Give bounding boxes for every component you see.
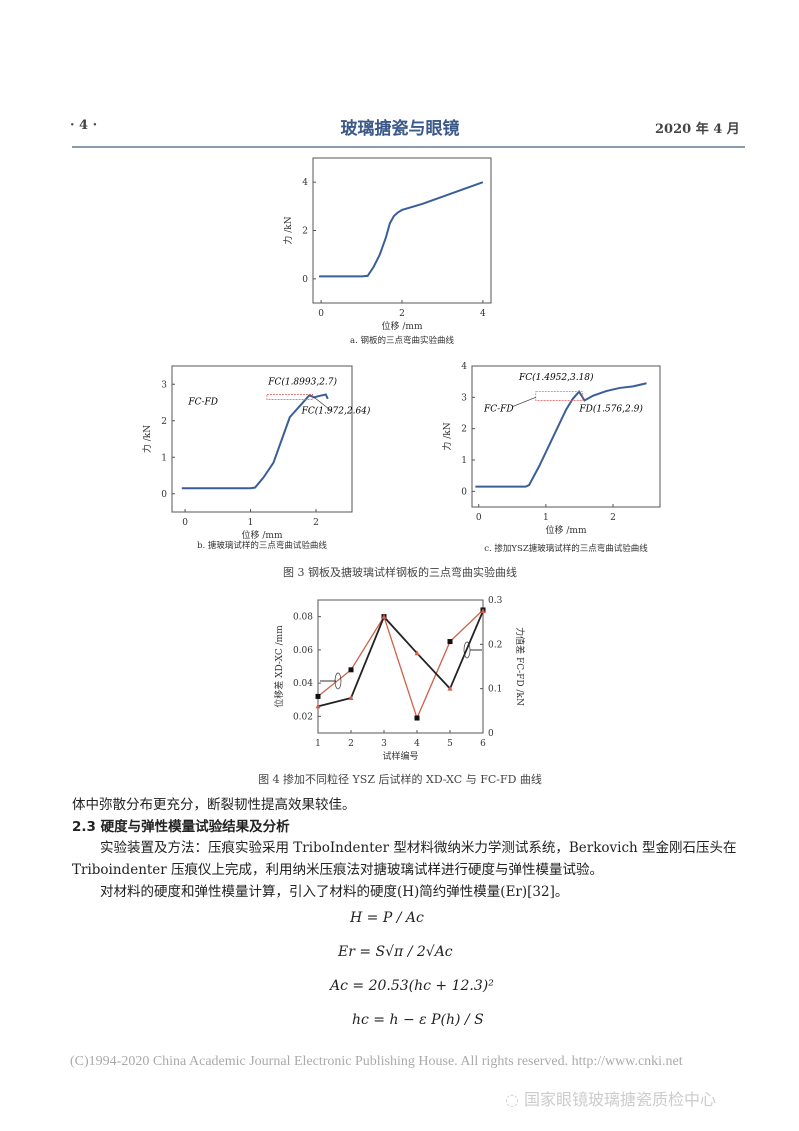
x-tick-label: 2 bbox=[313, 518, 319, 528]
plot-frame bbox=[171, 365, 353, 513]
subfigure-caption: a. 钢板的三点弯曲实验曲线 bbox=[350, 335, 454, 346]
page-number: · 4 · bbox=[70, 118, 98, 133]
wechat-icon: ◌ bbox=[505, 1090, 525, 1109]
x-tick-label: 0 bbox=[318, 309, 324, 319]
y-tick-label: 4 bbox=[461, 362, 467, 372]
data-point-marker bbox=[447, 685, 453, 691]
x-tick-label: 0 bbox=[476, 513, 482, 523]
y-tick-label: 4 bbox=[302, 178, 308, 188]
y-tick-label: 0.02 bbox=[293, 712, 313, 722]
data-point-marker bbox=[315, 693, 321, 699]
y-tick-label: 0 bbox=[161, 490, 167, 500]
subfigure-caption: b. 搪玻璃试样的三点弯曲试验曲线 bbox=[197, 540, 327, 551]
journal-title: 玻璃搪瓷与眼镜 bbox=[340, 119, 460, 139]
data-point-marker bbox=[447, 639, 453, 645]
x-tick-label: 2 bbox=[348, 739, 354, 749]
x-axis-label: 位移 /mm bbox=[546, 524, 587, 536]
y2-tick-label: 0.2 bbox=[488, 640, 502, 650]
x-axis-label: 位移 /mm bbox=[382, 320, 423, 332]
x-tick-label: 2 bbox=[399, 309, 405, 319]
data-point-marker bbox=[414, 715, 420, 721]
plot-frame bbox=[471, 365, 661, 508]
y-tick-label: 0.06 bbox=[293, 646, 313, 656]
y-tick-label: 0.04 bbox=[293, 679, 313, 689]
figure4-caption: 图 4 掺加不同粒径 YSZ 后试样的 XD-XC 与 FC-FD 曲线 bbox=[258, 773, 542, 786]
equation-contact-area: Ac = 20.53(hc + 12.3)² bbox=[330, 978, 494, 994]
difference-band bbox=[266, 394, 314, 400]
y-axis-label: 力 /kN bbox=[141, 425, 153, 453]
y-tick-label: 3 bbox=[461, 393, 467, 403]
annotation-label: FC(1.4952,3.18) bbox=[518, 372, 594, 383]
data-point-marker bbox=[414, 650, 420, 656]
annotation-label: FC(1.8993,2.7) bbox=[267, 376, 337, 387]
y2-tick-label: 0.1 bbox=[488, 685, 502, 695]
annotation-label: FC-FD bbox=[483, 404, 514, 414]
data-point-marker bbox=[381, 613, 387, 619]
issue-date: 2020 年 4 月 bbox=[655, 122, 740, 137]
paragraph-line: 对材料的硬度和弹性模量计算，引入了材料的硬度(H)简约弹性模量(Er)[32]。 bbox=[100, 884, 569, 900]
y2-tick-label: 0 bbox=[488, 729, 494, 739]
annotation-leader bbox=[313, 397, 333, 412]
annotation-label: FC-FD bbox=[187, 397, 218, 407]
x-tick-label: 1 bbox=[543, 513, 549, 523]
x-tick-label: 2 bbox=[610, 513, 616, 523]
data-point-marker bbox=[315, 703, 321, 709]
x-axis-label: 位移 /mm bbox=[242, 529, 283, 541]
equation-contact-depth: hc = h − ε P(h) / S bbox=[352, 1012, 484, 1028]
x-axis-label: 试样编号 bbox=[382, 750, 418, 762]
data-point-marker bbox=[348, 667, 354, 673]
series-line bbox=[317, 609, 484, 720]
figures-canvas: 0 2 4 0 2 4 位移 /mm 力 /kN a. 钢板的三点弯曲实验曲线 0 1 2 0 1 2 3 位移… bbox=[141, 157, 661, 762]
x-tick-label: 0 bbox=[182, 518, 188, 528]
x-tick-label: 5 bbox=[447, 739, 453, 749]
body-line: 体中弥散分布更充分，断裂韧性提高效果较佳。 bbox=[72, 797, 356, 813]
difference-band bbox=[535, 391, 584, 401]
equation-hardness: H = P / Ac bbox=[350, 910, 424, 926]
paragraph-line: 实验装置及方法：压痕实验采用 TriboIndenter 型材料微纳米力学测试系… bbox=[100, 840, 737, 856]
paragraph-line: Triboindenter 压痕仪上完成，利用纳米压痕法对搪玻璃试样进行硬度与弹… bbox=[72, 862, 604, 878]
header-rule bbox=[72, 146, 745, 148]
y-tick-label: 2 bbox=[461, 425, 467, 435]
figure3-caption: 图 3 钢板及搪玻璃试样钢板的三点弯曲实验曲线 bbox=[283, 566, 517, 579]
annotation-label: FC(1.972,2.64) bbox=[301, 405, 371, 416]
y-axis-label: 位移差 XD-XC /mm bbox=[273, 625, 285, 708]
wechat-watermark: ◌ 国家眼镜玻璃搪瓷质检中心 bbox=[505, 1086, 716, 1110]
x-tick-label: 4 bbox=[414, 739, 420, 749]
data-point-marker bbox=[480, 608, 486, 614]
y-tick-label: 2 bbox=[161, 417, 167, 427]
series-line bbox=[317, 610, 484, 708]
y-tick-label: 1 bbox=[161, 453, 167, 463]
y-axis-label: 力 /kN bbox=[441, 422, 453, 450]
data-curve bbox=[181, 393, 329, 490]
x-tick-label: 4 bbox=[480, 309, 486, 319]
y-tick-label: 0.08 bbox=[293, 613, 313, 623]
data-point-marker bbox=[348, 694, 354, 700]
subfigure-caption: c. 掺加YSZ搪玻璃试样的三点弯曲试验曲线 bbox=[484, 543, 648, 554]
wechat-account-name: 国家眼镜玻璃搪瓷质检中心 bbox=[524, 1090, 717, 1109]
copyright-watermark: (C)1994-2020 China Academic Journal Elec… bbox=[70, 1054, 683, 1069]
annotation-leader bbox=[512, 397, 536, 408]
y2-axis-label: 力值差 FC-FD /kN bbox=[514, 627, 526, 706]
data-curve bbox=[319, 181, 484, 278]
y-tick-label: 0 bbox=[461, 487, 467, 497]
x-tick-label: 1 bbox=[248, 518, 254, 528]
y-tick-label: 0 bbox=[302, 275, 308, 285]
annotation-label: FD(1.576,2.9) bbox=[578, 403, 643, 414]
y-tick-label: 1 bbox=[461, 456, 467, 466]
y2-tick-label: 0.3 bbox=[488, 596, 503, 606]
plot-frame bbox=[317, 599, 484, 734]
data-curve bbox=[475, 382, 647, 488]
section-heading: 2.3 硬度与弹性模量试验结果及分析 bbox=[72, 819, 290, 835]
y-axis-label: 力 /kN bbox=[282, 216, 294, 244]
y-tick-label: 3 bbox=[161, 380, 167, 390]
equation-modulus: Er = S√π / 2√Ac bbox=[338, 944, 453, 960]
y-tick-label: 2 bbox=[302, 227, 308, 237]
x-tick-label: 6 bbox=[480, 739, 486, 749]
x-tick-label: 1 bbox=[315, 739, 321, 749]
x-tick-label: 3 bbox=[381, 739, 387, 749]
plot-frame bbox=[312, 157, 492, 304]
